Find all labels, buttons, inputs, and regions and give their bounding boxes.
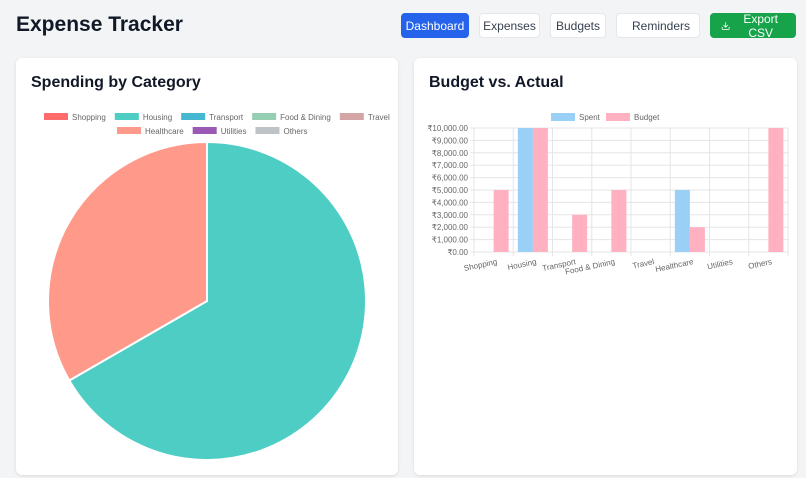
bar-chart: Spent Budget ₹0.00 ₹1,000.00 ₹2,000.00 ₹3,000… xyxy=(427,113,789,276)
pie-legend-label: Others xyxy=(283,127,307,136)
y-tick-label: ₹2,000.00 xyxy=(432,223,469,232)
y-tick-label: ₹4,000.00 xyxy=(432,198,469,207)
app-title: Expense Tracker xyxy=(16,13,183,36)
pie-legend-label: Travel xyxy=(368,113,390,122)
pie-legend-item-shopping[interactable]: Shopping xyxy=(44,113,106,122)
dashboard-button[interactable]: Dashboard xyxy=(401,13,469,38)
pie-legend-swatch xyxy=(255,127,280,134)
download-icon xyxy=(721,21,730,30)
pie-legend-item-healthcare[interactable]: Healthcare xyxy=(117,127,184,136)
export-csv-label: Export CSV xyxy=(743,11,778,40)
expenses-button[interactable]: Expenses xyxy=(479,13,540,38)
bar-legend-label: Budget xyxy=(634,113,660,122)
pie-legend-item-travel[interactable]: Travel xyxy=(339,113,390,122)
bar-budget-shopping[interactable] xyxy=(493,190,509,252)
expenses-label: Expenses xyxy=(483,18,536,33)
pie-legend-label: Transport xyxy=(209,113,244,122)
pie-legend-label: Utilities xyxy=(221,127,247,136)
pie-legend-label: Shopping xyxy=(72,113,106,122)
pie-chart: Shopping Housing Transport Food & Dining Tra… xyxy=(44,113,390,461)
bar-budget-food-and-dining[interactable] xyxy=(611,190,627,252)
spending-card-title: Spending by Category xyxy=(31,74,201,91)
pie-slice-housing[interactable] xyxy=(67,140,367,461)
y-tick-label: ₹9,000.00 xyxy=(432,136,469,145)
bar-budget-healthcare[interactable] xyxy=(689,227,705,252)
pie-legend-item-transport[interactable]: Transport xyxy=(181,113,244,122)
bar-budget-others[interactable] xyxy=(768,128,784,252)
bar-legend-item-budget[interactable]: Budget xyxy=(606,113,660,122)
x-tick-label: Utilities xyxy=(706,257,733,271)
bar-budget-transport[interactable] xyxy=(572,214,588,252)
x-tick-label: Others xyxy=(747,257,772,271)
budgets-label: Budgets xyxy=(555,18,601,33)
y-tick-label: ₹7,000.00 xyxy=(432,161,469,170)
export-csv-button[interactable]: Export CSV xyxy=(710,11,796,40)
y-tick-label: ₹10,000.00 xyxy=(427,124,468,133)
pie-slice-healthcare[interactable] xyxy=(47,140,208,382)
pie-legend-swatch xyxy=(44,113,68,120)
y-tick-label: ₹3,000.00 xyxy=(432,211,469,220)
bar-legend-item-spent[interactable]: Spent xyxy=(551,113,601,122)
x-tick-label: Travel xyxy=(632,257,656,270)
bar-spent-housing[interactable] xyxy=(517,128,533,252)
pie-legend-swatch xyxy=(192,127,217,134)
pie-legend-item-housing[interactable]: Housing xyxy=(114,113,172,122)
top-nav: Dashboard Expenses Budgets Reminders Exp… xyxy=(401,11,796,40)
pie-legend-swatch xyxy=(117,127,141,134)
x-tick-label: Healthcare xyxy=(655,257,695,274)
pie-legend-label: Food & Dining xyxy=(280,113,331,122)
x-tick-label: Housing xyxy=(507,257,538,272)
y-tick-label: ₹1,000.00 xyxy=(432,236,469,245)
pie-legend-swatch xyxy=(114,113,139,120)
y-tick-label: ₹0.00 xyxy=(447,248,468,257)
dashboard-label: Dashboard xyxy=(405,18,465,33)
x-tick-label: Shopping xyxy=(463,257,498,273)
bar-legend-swatch xyxy=(551,113,575,121)
budget-card: Budget vs. Actual Spent Budget ₹0.00 ₹1,000… xyxy=(414,58,797,475)
pie-legend-swatch xyxy=(181,113,206,120)
pie-legend-swatch xyxy=(252,113,277,120)
bar-spent-healthcare[interactable] xyxy=(674,190,690,252)
pie-legend-item-food-and-dining[interactable]: Food & Dining xyxy=(252,113,331,122)
pie-legend-item-utilities[interactable]: Utilities xyxy=(192,127,247,136)
y-tick-label: ₹8,000.00 xyxy=(432,149,469,158)
y-tick-label: ₹6,000.00 xyxy=(432,174,469,183)
budget-card-title: Budget vs. Actual xyxy=(429,74,564,91)
bar-legend-swatch xyxy=(606,113,630,121)
pie-legend-item-others[interactable]: Others xyxy=(255,127,307,136)
spending-card: Spending by Category Shopping Housing Tran… xyxy=(16,58,398,475)
bar-legend-label: Spent xyxy=(579,113,601,122)
y-tick-label: ₹5,000.00 xyxy=(432,186,469,195)
budgets-button[interactable]: Budgets xyxy=(550,13,606,38)
pie-legend-swatch xyxy=(339,113,364,120)
reminders-label: Reminders xyxy=(631,18,691,33)
bar-budget-housing[interactable] xyxy=(532,128,548,252)
pie-legend-label: Healthcare xyxy=(145,127,184,136)
pie-legend-label: Housing xyxy=(143,113,172,122)
reminders-button[interactable]: Reminders xyxy=(616,13,700,38)
